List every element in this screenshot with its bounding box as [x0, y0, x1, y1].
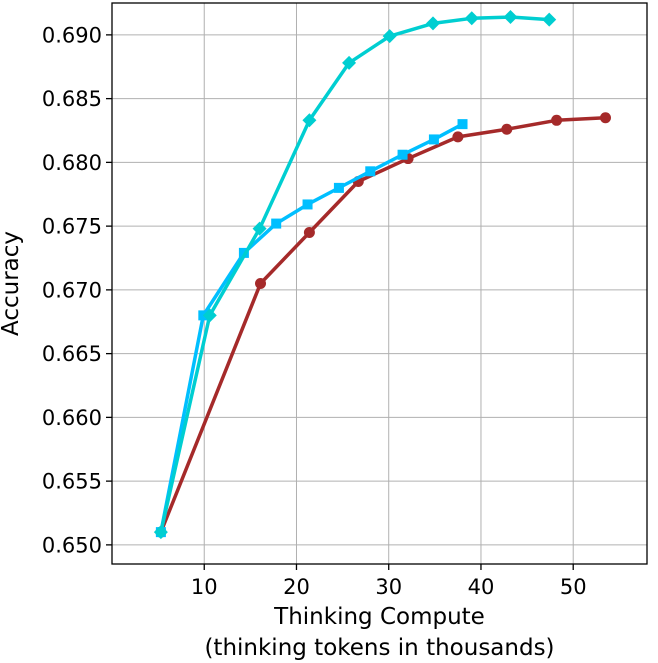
series-2-point	[302, 199, 313, 210]
axis-ticks: 10 20 30 40 50 0.650 0.655 0.660 0.665 0.670 0.675…	[42, 23, 587, 599]
series-3-point	[503, 10, 518, 25]
y-tick-label: 0.655	[42, 470, 102, 494]
series-1-point	[303, 227, 315, 238]
series-1-point	[551, 114, 563, 126]
series-2-point	[271, 218, 282, 229]
plot-frame	[111, 2, 648, 565]
series-1-line	[159, 116, 608, 534]
series-3-point	[302, 113, 317, 128]
y-tick-label: 0.670	[42, 278, 102, 302]
series-3-point	[202, 308, 217, 323]
x-axis-label-line-2: (thinking tokens in thousands)	[204, 635, 554, 661]
grid	[112, 3, 647, 564]
series-3-point	[464, 11, 479, 26]
x-tick-label: 40	[468, 575, 495, 599]
series-2-point	[428, 134, 439, 145]
x-axis-label: Thinking Compute	[273, 604, 485, 630]
series-2-point	[457, 119, 468, 130]
x-tick-label: 50	[560, 575, 587, 599]
series-1-point	[452, 131, 464, 143]
series-2-line	[159, 122, 465, 534]
y-tick-label: 0.690	[42, 23, 102, 47]
series-3-line	[159, 15, 551, 534]
series-3-point	[342, 55, 357, 70]
series-2-point	[397, 149, 408, 160]
y-axis-label: Accuracy	[0, 231, 24, 336]
series-3-point	[382, 29, 397, 44]
x-tick-label: 10	[191, 575, 218, 599]
series-1-point	[255, 278, 267, 289]
series-2	[155, 119, 468, 538]
y-tick-label: 0.685	[42, 87, 102, 111]
y-tick-label: 0.650	[42, 533, 102, 557]
series-2-point	[333, 182, 344, 193]
series-3	[153, 10, 557, 540]
series-3-point	[252, 221, 267, 236]
y-tick-label: 0.665	[42, 342, 102, 366]
series-3-point	[426, 16, 440, 31]
series-2-point	[365, 166, 376, 177]
series-3-point	[153, 525, 168, 540]
y-tick-label: 0.675	[42, 215, 102, 239]
series-3-point	[542, 12, 557, 27]
y-tick-label: 0.680	[42, 151, 102, 175]
y-tick-label: 0.660	[42, 406, 102, 430]
series-layer	[153, 10, 611, 540]
series-1	[155, 112, 611, 538]
x-tick-label: 20	[283, 575, 310, 599]
series-1-point	[501, 123, 513, 135]
x-tick-label: 30	[375, 575, 402, 599]
series-1-point	[599, 112, 611, 124]
